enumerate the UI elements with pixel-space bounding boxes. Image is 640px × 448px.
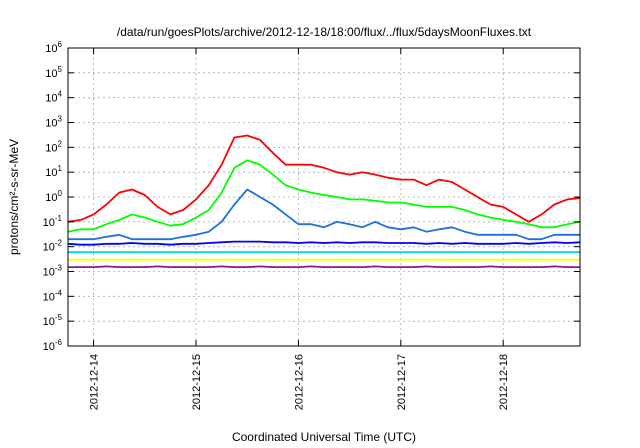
y-tick-exponent: -2: [55, 239, 63, 248]
series-group: [67, 134, 581, 269]
chart-title: /data/run/goesPlots/archive/2012-12-18/1…: [117, 25, 532, 39]
y-tick-label: 10-6: [43, 338, 63, 353]
y-tick-label: 10-2: [43, 239, 63, 254]
y-tick-base: 10: [43, 267, 55, 279]
series-line-4: [68, 188, 580, 241]
y-tick-base: 10: [43, 242, 55, 254]
y-tick-label: 102: [45, 139, 62, 154]
y-axis-ticks: 10-610-510-410-310-210-11001011021031041…: [43, 40, 580, 353]
y-tick-exponent: 1: [58, 164, 63, 173]
x-axis-ticks: 2012-12-14 2012-12-15 2012-12-16 2012-12-17…: [89, 48, 510, 410]
y-tick-exponent: 5: [58, 65, 63, 74]
series-line-1: [67, 134, 581, 223]
y-tick-exponent: 6: [58, 40, 63, 49]
y-tick-label: 106: [45, 40, 62, 55]
x-tick-label: 2012-12-14: [89, 354, 101, 410]
x-axis-label: Coordinated Universal Time (UTC): [232, 430, 416, 444]
y-tick-exponent: -4: [55, 288, 63, 297]
y-tick-base: 10: [43, 217, 55, 229]
y-tick-base: 10: [45, 43, 57, 55]
y-tick-base: 10: [43, 316, 55, 328]
y-tick-base: 10: [45, 142, 57, 154]
series-line-2: [67, 159, 581, 233]
y-tick-label: 101: [45, 164, 62, 179]
y-tick-label: 10-3: [43, 264, 63, 279]
y-tick-label: 100: [45, 189, 62, 204]
y-tick-label: 103: [45, 115, 62, 130]
y-tick-exponent: 0: [58, 189, 63, 198]
y-tick-exponent: -1: [55, 214, 63, 223]
y-tick-base: 10: [43, 341, 55, 353]
y-tick-base: 10: [43, 291, 55, 303]
y-tick-exponent: -3: [55, 264, 63, 273]
grid: [68, 48, 580, 346]
x-tick-label: 2012-12-15: [191, 354, 203, 410]
y-tick-base: 10: [45, 167, 57, 179]
x-tick-label: 2012-12-16: [293, 354, 305, 410]
x-tick-label: 2012-12-18: [498, 354, 510, 410]
y-tick-label: 10-5: [43, 313, 63, 328]
y-tick-base: 10: [45, 93, 57, 105]
y-axis-label: protons/cm²-s-sr-MeV: [7, 139, 21, 255]
y-tick-label: 10-4: [43, 288, 63, 303]
y-tick-label: 10-1: [43, 214, 63, 229]
x-tick-label: 2012-12-17: [396, 354, 408, 410]
y-tick-exponent: 4: [58, 90, 63, 99]
y-tick-base: 10: [45, 118, 57, 130]
y-tick-exponent: -5: [55, 313, 63, 322]
series-line-7: [68, 265, 580, 269]
y-tick-label: 104: [45, 90, 62, 105]
y-tick-exponent: 2: [58, 139, 63, 148]
y-tick-label: 105: [45, 65, 62, 80]
y-tick-exponent: 3: [58, 115, 63, 124]
y-tick-base: 10: [45, 68, 57, 80]
y-tick-exponent: -6: [55, 338, 63, 347]
y-tick-base: 10: [45, 192, 57, 204]
series-line-3: [67, 240, 581, 246]
